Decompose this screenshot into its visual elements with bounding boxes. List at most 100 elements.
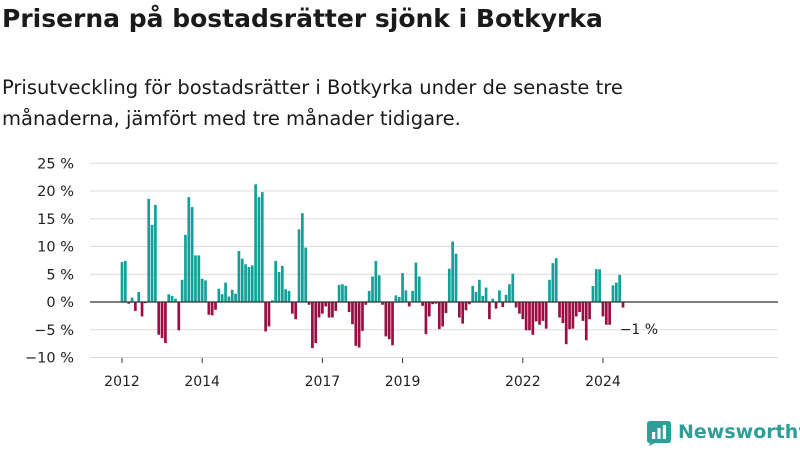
bar (424, 302, 428, 335)
bar (317, 302, 321, 318)
bar (588, 302, 591, 320)
bar (237, 250, 241, 302)
bar (461, 302, 465, 324)
bar (357, 302, 361, 348)
bar (217, 288, 221, 302)
y-tick-label: 10 % (37, 240, 74, 256)
chart-bars (120, 184, 625, 349)
bar (457, 302, 461, 318)
bar (260, 192, 264, 302)
bar (451, 241, 455, 302)
bar (524, 302, 528, 331)
bar (190, 207, 194, 302)
bar (327, 302, 331, 318)
bar (130, 297, 134, 302)
bar (354, 302, 358, 346)
bar (374, 260, 378, 302)
bar (444, 302, 448, 314)
bar (134, 302, 137, 311)
bar (538, 302, 541, 325)
bar (447, 268, 451, 302)
y-tick-label: 15 % (37, 212, 74, 228)
bar (160, 302, 164, 339)
bar (514, 302, 518, 308)
bar (341, 284, 344, 302)
bar (287, 290, 291, 302)
bar (264, 302, 267, 332)
bar (551, 263, 555, 302)
bar (297, 229, 301, 302)
bar (267, 302, 271, 327)
bar (247, 267, 251, 302)
bar (324, 302, 328, 307)
bar (384, 302, 388, 337)
page-subtitle: Prisutveckling för bostadsrätter i Botky… (2, 76, 623, 130)
bar (347, 302, 351, 312)
bar (387, 302, 391, 340)
bar (621, 302, 625, 308)
bar (304, 247, 308, 302)
bar (371, 276, 374, 302)
bar (501, 302, 505, 307)
bar (157, 302, 161, 335)
bar (397, 297, 401, 302)
bar (314, 302, 318, 344)
bar (431, 302, 434, 305)
bar (528, 302, 531, 331)
bar (571, 302, 575, 329)
bar (184, 234, 187, 302)
bar (554, 258, 558, 302)
bar (484, 287, 488, 302)
bar (334, 302, 338, 311)
bar (548, 279, 551, 302)
bar (294, 302, 298, 320)
bar (531, 302, 535, 335)
bar (257, 197, 261, 302)
brand-name: Newsworthy (678, 421, 800, 443)
y-tick-label: 5 % (46, 267, 74, 283)
bar (230, 289, 234, 302)
bar (521, 302, 525, 320)
bar (581, 302, 585, 321)
bar (244, 264, 247, 302)
bar (270, 300, 274, 302)
bar (564, 302, 568, 345)
bar (578, 302, 581, 312)
bar (488, 302, 491, 320)
bar (331, 302, 334, 318)
bar (177, 302, 181, 331)
bar (381, 302, 384, 305)
bar-chart-icon (647, 421, 671, 446)
bar (494, 302, 498, 309)
bar (150, 224, 154, 302)
bar (591, 285, 595, 302)
x-tick-label: 2014 (184, 374, 220, 390)
bar (594, 269, 598, 302)
bar (401, 273, 404, 302)
y-tick-label: −10 % (25, 351, 74, 367)
bar (154, 204, 157, 303)
bar (137, 292, 141, 302)
bar (464, 302, 468, 311)
bar (511, 273, 515, 302)
bar (574, 302, 578, 317)
bar (411, 290, 414, 302)
y-tick-label: −5 % (34, 323, 74, 339)
bar (187, 197, 191, 302)
bar (250, 265, 254, 302)
bar (194, 255, 197, 302)
bar (611, 285, 615, 302)
x-axis-ticks: 2012 2014 2017 2019 2022 2024 (104, 358, 621, 390)
bar (254, 184, 257, 302)
bar (274, 260, 277, 302)
bar (544, 302, 548, 329)
bar (167, 294, 171, 302)
bar (210, 302, 214, 316)
bar (307, 302, 311, 305)
bar (427, 302, 431, 317)
x-tick-label: 2017 (305, 374, 341, 390)
bar (604, 302, 608, 325)
bar (394, 295, 398, 302)
bar (234, 293, 237, 302)
bar (321, 302, 324, 314)
